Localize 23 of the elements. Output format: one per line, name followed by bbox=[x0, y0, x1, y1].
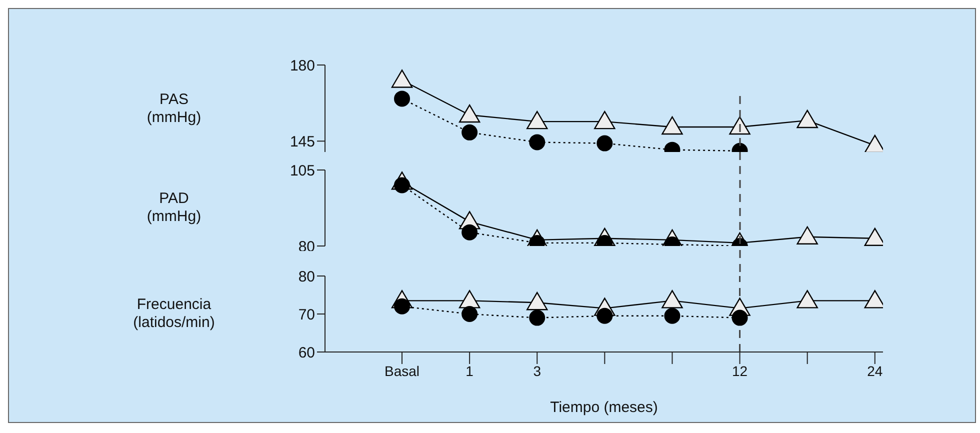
x-axis-title: Tiempo (meses) bbox=[549, 399, 659, 416]
point bbox=[458, 104, 480, 123]
x-tick-label: 1 bbox=[466, 362, 474, 379]
point bbox=[594, 110, 616, 130]
y-tick-label: 105 bbox=[290, 162, 315, 180]
y-axis-title: PAS (mmHg) bbox=[146, 90, 202, 126]
point bbox=[391, 70, 413, 88]
point bbox=[796, 110, 818, 128]
y-tick-label: 60 bbox=[298, 344, 315, 362]
y-tick-label: 145 bbox=[290, 133, 315, 150]
point bbox=[394, 90, 410, 107]
point bbox=[729, 116, 750, 135]
y-axis-title: Frecuencia (latidos/min) bbox=[132, 296, 216, 332]
point bbox=[662, 116, 683, 135]
y-tick-label: 70 bbox=[298, 306, 315, 324]
x-tick-label: 3 bbox=[533, 362, 542, 379]
y-axis-title: PAD (mmHg) bbox=[146, 190, 202, 226]
x-tick-label: 24 bbox=[867, 362, 883, 379]
x-tick-label: 12 bbox=[732, 362, 748, 379]
x-tick-label: Basal bbox=[384, 362, 420, 379]
y-tick-label: 80 bbox=[298, 268, 315, 286]
y-tick-label: 180 bbox=[290, 57, 315, 74]
point bbox=[526, 110, 548, 130]
